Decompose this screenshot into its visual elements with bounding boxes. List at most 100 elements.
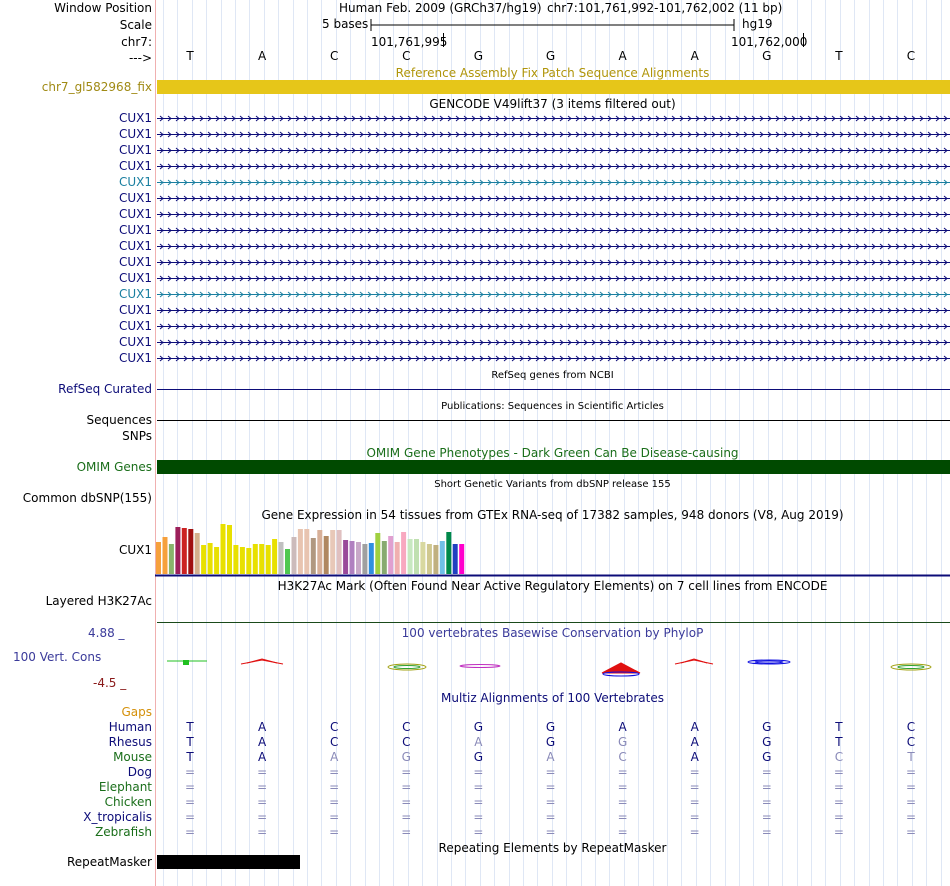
conservation-plot[interactable] [155,650,950,680]
species-label[interactable]: Zebrafish [95,825,152,839]
repeatmasker-label[interactable]: RepeatMasker [66,855,152,869]
species-base: = [545,765,556,779]
gene-label[interactable]: CUX1 [118,303,152,317]
gene-label[interactable]: CUX1 [118,255,152,269]
conservation-label[interactable]: 100 Vert. Cons [13,650,102,664]
species-base: = [833,825,844,839]
gene-feature[interactable] [157,207,950,221]
gene-feature[interactable] [157,239,950,253]
species-base: T [186,750,194,764]
species-label[interactable]: Elephant [98,780,152,794]
gene-label[interactable]: CUX1 [118,191,152,205]
fix-patch-label[interactable]: chr7_gl582968_fix [41,80,152,94]
gtex-bar-chart[interactable] [155,522,950,578]
gtex-bar [265,545,271,574]
gtex-bar [291,537,297,574]
gene-feature[interactable] [157,159,950,173]
publications-line[interactable] [157,420,950,421]
phylop-glyph-c2 [890,663,932,671]
phylop-glyph-a [240,658,284,665]
h3k27ac-baseline [157,622,950,623]
species-base: = [473,780,484,794]
gene-label[interactable]: CUX1 [118,319,152,333]
species-base: A [690,750,699,764]
gene-feature[interactable] [157,255,950,269]
gtex-title: Gene Expression in 54 tissues from GTEx … [261,508,844,522]
species-label[interactable]: Human [108,720,152,734]
gene-label[interactable]: CUX1 [118,271,152,285]
species-base: G [545,735,556,749]
species-label[interactable]: Mouse [113,750,152,764]
species-base: C [402,735,411,749]
gene-feature[interactable] [157,319,950,333]
species-base: = [257,795,268,809]
gene-label[interactable]: CUX1 [118,239,152,253]
gene-feature[interactable] [157,175,950,189]
gene-label[interactable]: CUX1 [118,351,152,365]
gene-feature[interactable] [157,271,950,285]
gtex-label[interactable]: CUX1 [118,543,152,557]
gene-label[interactable]: CUX1 [118,287,152,301]
refseq-line[interactable] [157,389,950,390]
species-label[interactable]: Chicken [104,795,152,809]
species-base: A [257,720,267,734]
gtex-bar [188,529,194,574]
species-label[interactable]: Rhesus [108,735,152,749]
gene-label[interactable]: CUX1 [118,111,152,125]
gene-label[interactable]: CUX1 [118,159,152,173]
species-base: C [834,750,844,764]
species-base: = [689,795,700,809]
gene-label[interactable]: CUX1 [118,143,152,157]
repeatmasker-element[interactable] [157,855,300,869]
gaps-label[interactable]: Gaps [121,705,152,719]
gene-feature[interactable] [157,287,950,301]
species-base: = [184,780,196,794]
gene-label[interactable]: CUX1 [118,223,152,237]
gtex-bar [375,533,381,574]
coord-right-tick [803,33,804,47]
dbsnp-label[interactable]: Common dbSNP(155) [22,491,152,505]
species-base: = [184,795,196,809]
gtex-bar [459,544,465,574]
gtex-bar [401,532,407,574]
species-base: = [833,765,844,779]
species-base: = [833,810,844,824]
species-base: = [905,780,917,794]
gene-label[interactable]: CUX1 [118,127,152,141]
gene-feature[interactable] [157,191,950,205]
refseq-label[interactable]: RefSeq Curated [58,382,152,396]
species-base: G [762,735,772,749]
species-base: = [329,765,340,779]
gtex-bar [246,548,252,574]
species-base: = [833,780,844,794]
species-base: = [257,780,268,794]
species-label[interactable]: X_tropicalis [83,810,152,824]
species-base: T [186,720,194,734]
gene-feature[interactable] [157,127,950,141]
gene-feature[interactable] [157,335,950,349]
fix-patch-bar[interactable] [157,80,950,94]
gene-feature[interactable] [157,111,950,125]
gtex-bar [285,549,290,574]
gene-label[interactable]: CUX1 [118,175,152,189]
species-label[interactable]: Dog [127,765,152,779]
coord-left-tick [443,33,444,47]
snps-label[interactable]: SNPs [122,429,152,443]
publications-label[interactable]: Sequences [86,413,152,427]
gtex-bar [426,544,432,574]
gene-feature[interactable] [157,303,950,317]
species-base: G [401,750,411,764]
gtex-bar [259,544,265,574]
h3k27ac-label[interactable]: Layered H3K27Ac [45,594,152,608]
gtex-bar [220,524,226,574]
gtex-bar [317,530,323,574]
gene-label[interactable]: CUX1 [118,207,152,221]
gtex-bar [239,547,245,574]
gene-feature[interactable] [157,143,950,157]
gene-feature[interactable] [157,351,950,365]
gene-feature[interactable] [157,223,950,237]
omim-bar[interactable] [157,460,950,474]
species-base: = [329,795,340,809]
omim-label[interactable]: OMIM Genes [76,460,152,474]
gene-label[interactable]: CUX1 [118,335,152,349]
